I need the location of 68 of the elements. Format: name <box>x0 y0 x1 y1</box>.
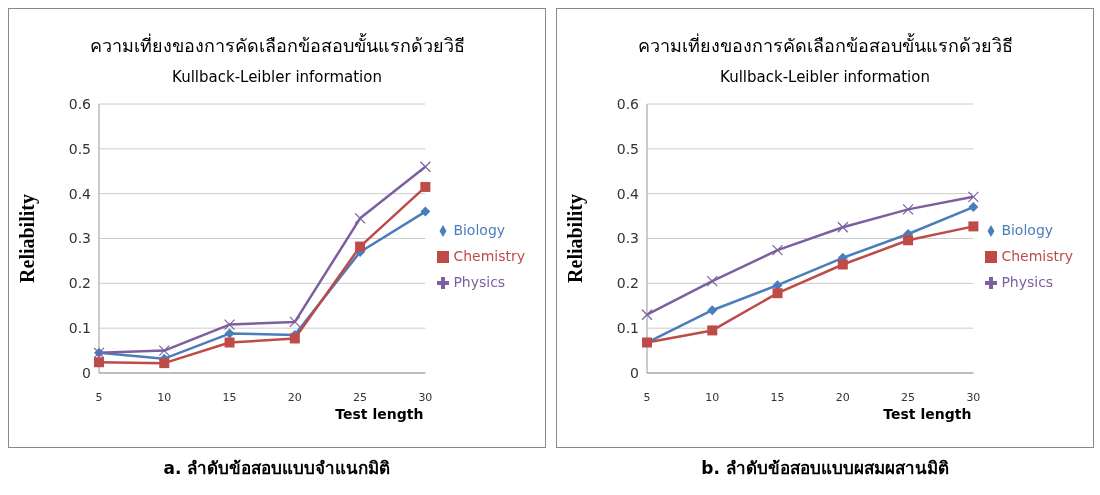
point <box>837 221 849 233</box>
y-tick-label: 0.1 <box>68 320 91 337</box>
x-tick-label: 5 <box>95 390 103 404</box>
chart-title: ความเที่ยงของการคัดเลือกข้อสอบขั้นแรกด้วยวิธี <box>88 32 466 58</box>
x-tick-label: 20 <box>287 390 302 404</box>
point <box>903 235 914 246</box>
legend-label: Physics <box>1001 274 1054 290</box>
y-tick-label: 0.3 <box>616 230 639 247</box>
y-tick-label: 0.6 <box>616 95 640 112</box>
x-tick-label: 25 <box>353 390 368 404</box>
chart-title: ความเที่ยงของการคัดเลือกข้อสอบขั้นแรกด้วยวิธี <box>636 32 1014 58</box>
legend-label: Physics <box>453 274 506 290</box>
x-tick-label: 5 <box>643 390 651 404</box>
y-tick-label: 0 <box>82 364 91 381</box>
point <box>967 191 979 203</box>
x-tick-label: 10 <box>157 390 172 404</box>
point <box>837 259 848 270</box>
y-tick-label: 0.2 <box>616 275 639 292</box>
x-tick-label: 20 <box>835 390 850 404</box>
point <box>224 328 235 339</box>
y-tick-label: 0.5 <box>68 140 91 157</box>
y-tick-label: 0.6 <box>68 95 92 112</box>
x-tick-label: 25 <box>901 390 916 404</box>
x-tick-label: 30 <box>966 390 981 404</box>
point <box>289 316 301 328</box>
point <box>159 358 170 369</box>
y-tick-label: 0.5 <box>616 140 639 157</box>
point <box>641 309 653 321</box>
chart-subtitle: Kullback-Leibler information <box>171 68 383 86</box>
point <box>707 305 718 316</box>
y-tick-label: 0 <box>630 364 639 381</box>
legend-label: Biology <box>453 222 506 238</box>
y-tick-label: 0.4 <box>616 185 640 202</box>
x-axis-title: Test length <box>883 406 972 422</box>
point <box>771 244 784 256</box>
point <box>772 288 783 299</box>
legend-label: Biology <box>1001 222 1054 238</box>
point <box>902 203 914 215</box>
point <box>94 357 104 368</box>
point <box>158 344 170 357</box>
point <box>968 221 979 232</box>
legend-label: Chemistry <box>1001 248 1073 264</box>
point <box>706 275 718 287</box>
y-axis-title: Reliability <box>16 194 40 283</box>
point <box>354 212 366 224</box>
y-tick-label: 0.3 <box>68 230 91 247</box>
y-axis-title: Reliability <box>564 194 588 283</box>
chart-subtitle: Kullback-Leibler information <box>719 68 931 86</box>
point <box>223 318 236 331</box>
y-tick-label: 0.1 <box>616 320 639 337</box>
y-tick-label: 0.4 <box>68 185 92 202</box>
x-tick-label: 15 <box>770 390 785 404</box>
point <box>419 161 431 173</box>
point <box>224 337 235 348</box>
x-tick-label: 10 <box>705 390 720 404</box>
x-tick-label: 30 <box>418 390 433 404</box>
legend-label: Chemistry <box>453 248 525 264</box>
text: b. ลำดับข้อสอบแบบผสมผสานมิติ <box>700 457 950 480</box>
text: a. ลำดับข้อสอบแบบจำแนกมิติ <box>162 457 392 480</box>
x-axis-title: Test length <box>335 406 424 422</box>
point <box>707 325 718 336</box>
y-tick-label: 0.2 <box>68 275 91 292</box>
point <box>355 241 366 252</box>
point <box>289 333 300 344</box>
x-tick-label: 15 <box>222 390 237 404</box>
point <box>420 206 431 217</box>
point <box>420 181 431 192</box>
point <box>968 202 979 213</box>
